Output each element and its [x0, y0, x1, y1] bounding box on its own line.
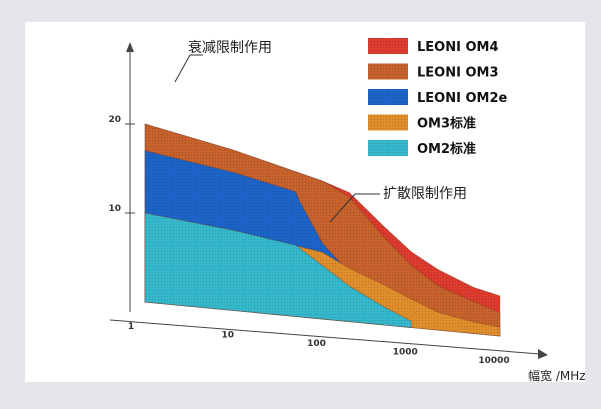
legend-label-1: LEONI OM3 [417, 66, 499, 81]
x-axis-label: 幅宽 /MHz [528, 368, 585, 382]
legend-swatch-texture-4 [368, 140, 408, 156]
area-layers [144, 123, 501, 337]
chart-panel: 1 10 100 1000 10000 10 20 衰减限制作用 扩散限制作用 LEONI … [25, 22, 585, 382]
x-tick-label: 1000 [393, 348, 418, 358]
x-axis-line [109, 319, 541, 355]
area-texture-4 [145, 213, 412, 328]
attenuation-leader-line [174, 54, 203, 83]
y-tick-label: 20 [108, 115, 121, 125]
y-tick-label: 10 [108, 204, 121, 214]
x-tick-label: 100 [307, 339, 326, 349]
x-tick-label: 10 [222, 331, 235, 341]
legend-label-4: OM2标准 [417, 141, 476, 157]
x-axis-arrow [538, 349, 548, 359]
x-tick-label: 10000 [478, 356, 509, 366]
y-axis-arrow [126, 42, 134, 52]
annotation-dispersion: 扩散限制作用 [383, 186, 467, 202]
axes [109, 42, 548, 359]
legend-swatch-texture-0 [368, 38, 408, 54]
legend: LEONI OM4 LEONI OM3 LEONI OM2e OM3标准 OM2标准 [368, 38, 507, 157]
legend-label-0: LEONI OM4 [417, 40, 499, 55]
legend-swatch-texture-2 [368, 89, 408, 105]
legend-swatch-texture-3 [368, 114, 408, 131]
annotations: 衰减限制作用 扩散限制作用 [174, 39, 467, 223]
tick-labels: 1 10 100 1000 10000 10 20 [108, 115, 509, 366]
legend-label-2: LEONI OM2e [417, 91, 507, 106]
dispersion-leader-line [329, 193, 380, 223]
chart-svg: 1 10 100 1000 10000 10 20 衰减限制作用 扩散限制作用 LEONI … [108, 38, 585, 382]
annotation-attenuation: 衰减限制作用 [188, 39, 272, 56]
x-tick-label: 1 [128, 322, 134, 332]
legend-swatch-texture-1 [368, 63, 408, 80]
legend-label-3: OM3标准 [417, 116, 476, 132]
